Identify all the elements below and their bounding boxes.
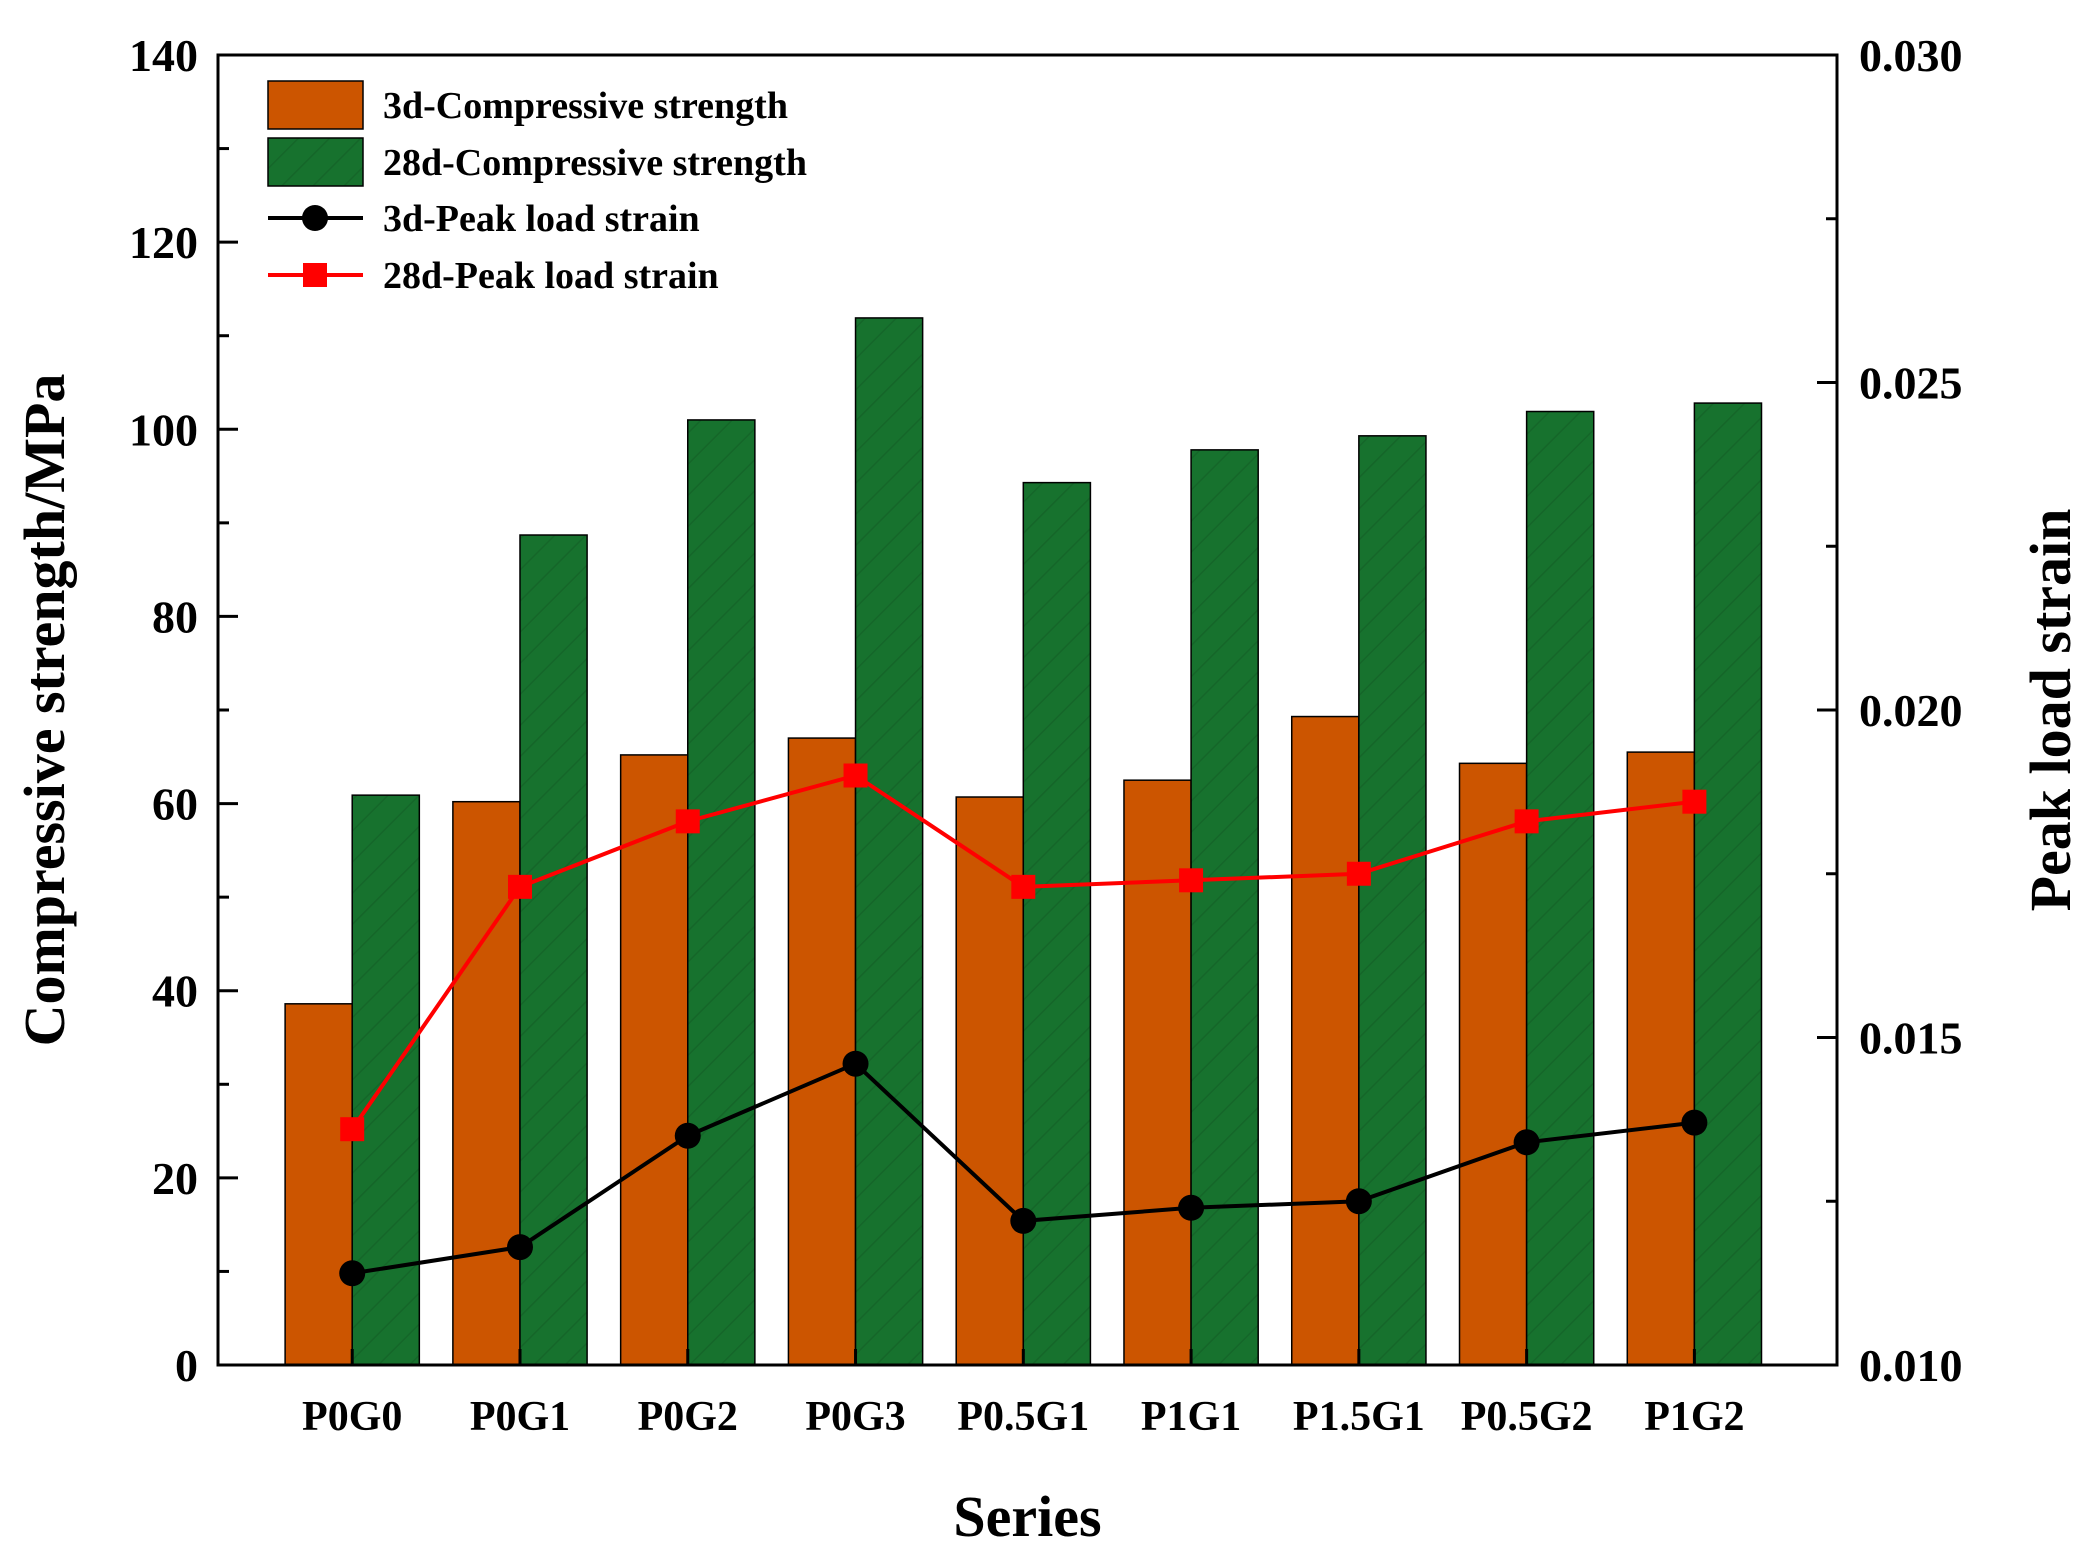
right-tick-label: 0.030: [1859, 30, 1963, 81]
legend-marker-3d: [302, 205, 328, 231]
x-tick-label: P0G2: [638, 1394, 738, 1440]
left-tick-label: 100: [129, 404, 198, 455]
marker-28d-p0g1: [507, 874, 532, 899]
bar-3d-p0g2: [619, 754, 689, 1366]
bar-3d-p0-5g2: [1458, 762, 1528, 1366]
right-tick-label: 0.020: [1859, 685, 1963, 736]
x-tick-label: P1G2: [1644, 1394, 1744, 1440]
marker-3d-p1-5g1: [1345, 1188, 1372, 1215]
bar-3d-p1-5g1: [1290, 715, 1360, 1366]
marker-28d-p0g0: [340, 1117, 365, 1142]
marker-3d-p0-5g2: [1513, 1129, 1540, 1156]
legend-swatch-3d-compressive-strength: [267, 80, 364, 130]
x-tick-label: P1G1: [1141, 1394, 1241, 1440]
bar-3d-p0g3: [787, 737, 857, 1366]
x-tick-label: P0.5G2: [1461, 1394, 1593, 1440]
marker-3d-p1g1: [1178, 1194, 1205, 1221]
bar-hatch-28d-p0-5g1: [1023, 482, 1091, 1365]
marker-28d-p0-5g1: [1011, 874, 1036, 899]
marker-3d-p0g2: [674, 1122, 701, 1149]
x-tick-label: P0G3: [805, 1394, 905, 1440]
marker-3d-p1g2: [1681, 1109, 1708, 1136]
marker-3d-p0g0: [339, 1260, 366, 1287]
marker-3d-p0-5g1: [1010, 1207, 1037, 1234]
marker-28d-p0g2: [675, 809, 700, 834]
marker-28d-p1-5g1: [1346, 861, 1371, 886]
right-tick-label: 0.025: [1859, 358, 1963, 409]
left-y-axis-title: Compressive strength/MPa: [12, 374, 77, 1047]
bar-3d-p0g0: [284, 1003, 353, 1366]
marker-28d-p0g3: [843, 763, 868, 788]
legend-label-3d-compressive-strength: 3d-Compressive strength: [383, 85, 788, 127]
legend-swatch-hatch: [268, 138, 363, 186]
x-axis-title: Series: [953, 1484, 1101, 1549]
right-y-axis-title: Peak load strain: [2018, 509, 2083, 912]
x-tick-label: P0.5G1: [957, 1394, 1089, 1440]
legend-label-3d-peak-load-strain: 3d-Peak load strain: [383, 198, 700, 240]
left-tick-label: 0: [175, 1340, 198, 1391]
bar-hatch-28d-p0g2: [687, 419, 755, 1365]
x-tick-label: P0G0: [302, 1394, 402, 1440]
bar-hatch-28d-p1g2: [1694, 403, 1762, 1366]
left-tick-label: 60: [152, 779, 198, 830]
bar-3d-p1g2: [1626, 751, 1696, 1366]
bar-hatch-28d-p0-5g2: [1526, 411, 1594, 1365]
bar-hatch-28d-p1g1: [1191, 449, 1259, 1365]
left-tick-label: 120: [129, 217, 198, 268]
bar-hatch-28d-p0g3: [855, 317, 923, 1366]
marker-3d-p0g3: [842, 1050, 869, 1077]
left-tick-label: 140: [129, 30, 198, 81]
axes-layer: 0 20 40 60 80 100 120 140 0.010 0.015 0.020 0.025 0.…: [12, 30, 2083, 1549]
left-tick-label: 40: [152, 966, 198, 1017]
x-tick-label: P0G1: [470, 1394, 570, 1440]
marker-28d-p1g2: [1682, 789, 1707, 814]
left-tick-label: 20: [152, 1153, 198, 1204]
legend-label-28d-peak-load-strain: 28d-Peak load strain: [383, 255, 719, 297]
marker-28d-p0-5g2: [1514, 809, 1539, 834]
lines-layer: [339, 763, 1708, 1287]
right-tick-label: 0.010: [1859, 1340, 1963, 1391]
legend-label-28d-compressive-strength: 28d-Compressive strength: [383, 142, 807, 184]
legend: 3d-Compressive strength 28d-Compressive s…: [267, 80, 807, 297]
marker-3d-p0g1: [506, 1234, 533, 1261]
bar-3d-p1g1: [1123, 779, 1192, 1366]
legend-marker-28d: [303, 263, 327, 287]
bar-hatch-28d-p1-5g1: [1358, 435, 1426, 1366]
x-tick-label: P1.5G1: [1293, 1394, 1425, 1440]
marker-28d-p1g1: [1179, 868, 1204, 893]
left-tick-label: 80: [152, 591, 198, 642]
right-tick-label: 0.015: [1859, 1013, 1963, 1064]
